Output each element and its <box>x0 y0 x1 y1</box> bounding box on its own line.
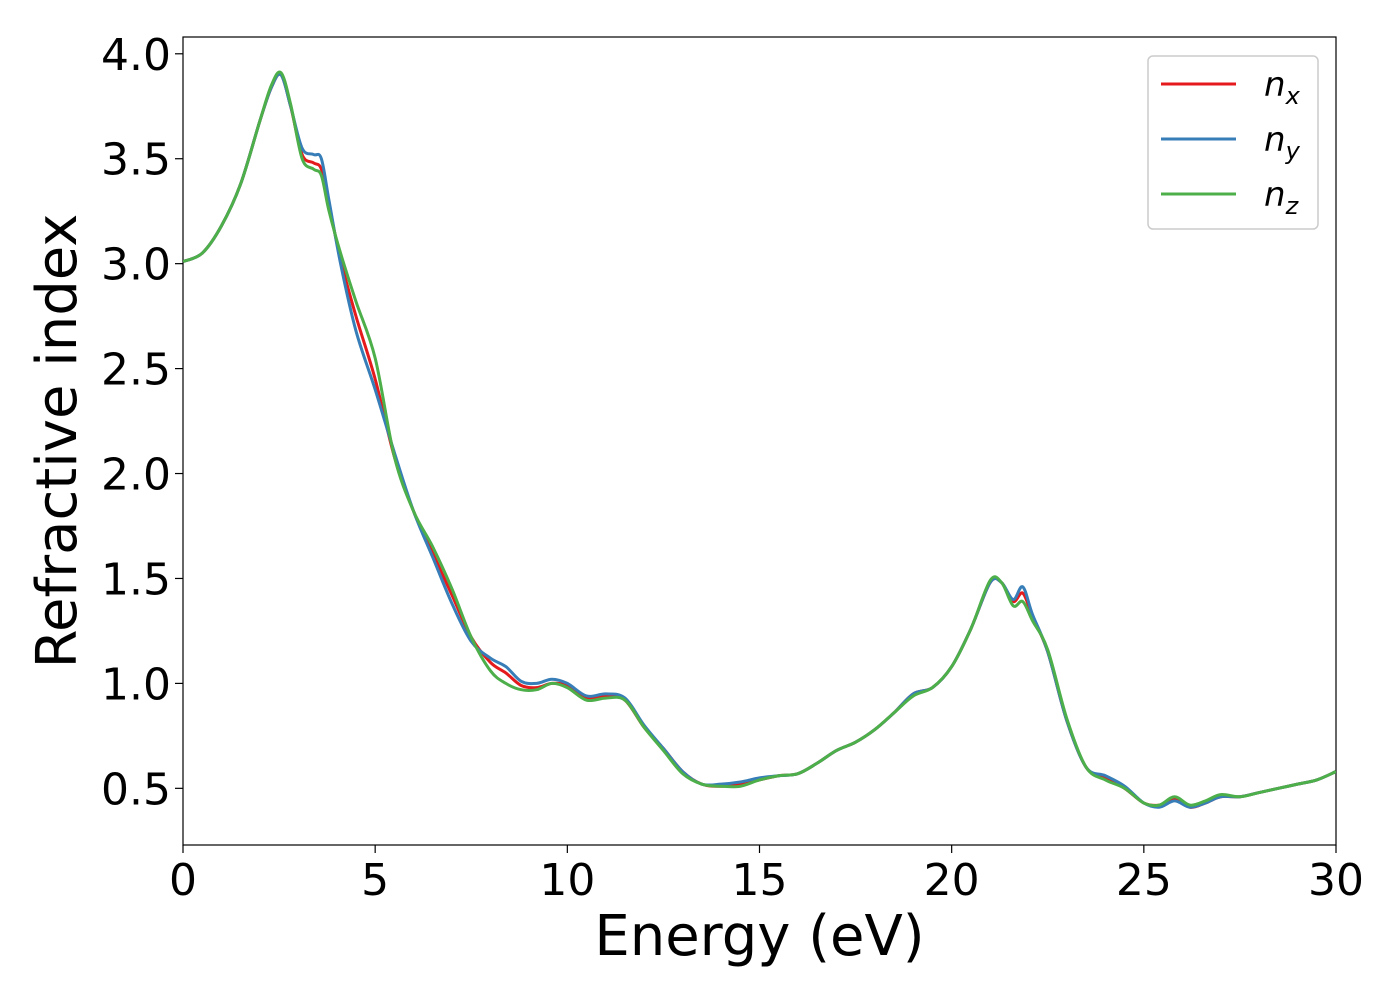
y-tick-label: 2.0 <box>101 450 171 501</box>
y-tick-label: 0.5 <box>101 764 171 815</box>
x-axis-ticks: 0 5 10 15 20 25 30 <box>169 845 1364 906</box>
x-tick-label: 15 <box>732 855 788 906</box>
y-tick-label: 1.5 <box>101 554 171 605</box>
legend: nx ny nz <box>1147 55 1319 230</box>
legend-box <box>1147 55 1319 230</box>
x-tick-label: 30 <box>1308 855 1364 906</box>
y-axis-title: Refractive index <box>25 214 90 669</box>
y-axis-ticks: 0.5 1.0 1.5 2.0 2.5 3.0 3.5 4.0 <box>101 30 183 815</box>
y-tick-label: 4.0 <box>101 30 171 81</box>
x-tick-label: 0 <box>169 855 197 906</box>
x-tick-label: 20 <box>924 855 980 906</box>
legend-label-y: ny <box>1264 120 1301 165</box>
y-tick-label: 2.5 <box>101 345 171 396</box>
series-line-n-z <box>183 70 1336 808</box>
legend-label-x: nx <box>1264 65 1301 110</box>
legend-label-z: nz <box>1264 175 1300 220</box>
plot-area <box>182 36 1337 846</box>
series-layer <box>183 70 1336 809</box>
y-tick-label: 3.5 <box>101 135 171 186</box>
x-axis-title: Energy (eV) <box>594 904 924 969</box>
y-tick-label: 1.0 <box>101 659 171 710</box>
x-tick-label: 25 <box>1116 855 1172 906</box>
y-tick-label: 3.0 <box>101 240 171 291</box>
x-tick-label: 5 <box>361 855 389 906</box>
x-tick-label: 10 <box>539 855 595 906</box>
